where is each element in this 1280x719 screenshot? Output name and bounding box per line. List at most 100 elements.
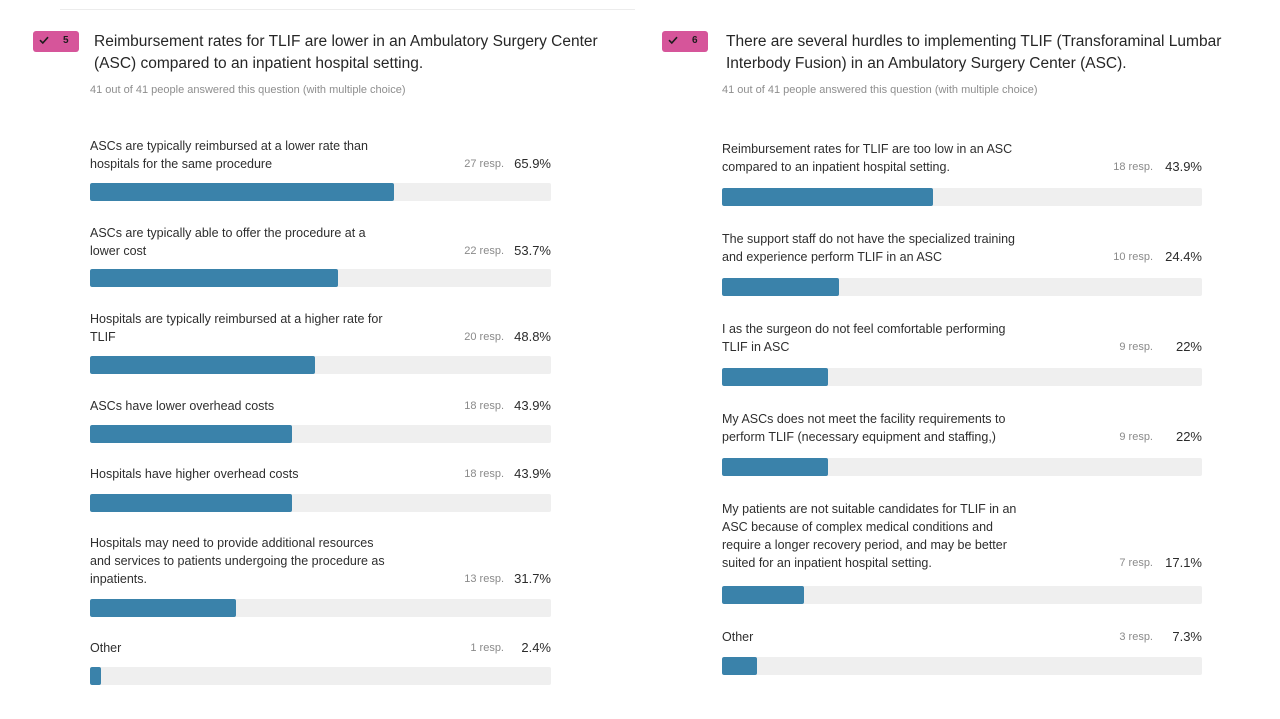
question-6-panel: 6 There are several hurdles to implement… (640, 0, 1280, 719)
progress-bar-track (722, 188, 1202, 206)
progress-bar-fill (722, 368, 828, 386)
option-label-line: Reimbursement rates for TLIF are too low… (722, 142, 1013, 156)
progress-bar-fill (722, 586, 805, 604)
option-label: Reimbursement rates for TLIF are too low… (722, 140, 1062, 176)
option-label-line: ASCs are typically reimbursed at a lower… (90, 139, 368, 153)
divider (60, 9, 635, 10)
progress-bar-track (722, 368, 1202, 386)
option-label: ASCs are typically able to offer the pro… (90, 224, 430, 260)
progress-bar-track (90, 667, 551, 685)
question-number-badge: 6 (662, 31, 708, 52)
response-percentage: 31.7% (514, 571, 551, 586)
progress-bar-fill (90, 356, 315, 374)
option-label-line: The support staff do not have the specia… (722, 232, 1016, 246)
progress-bar-fill (722, 278, 840, 296)
progress-bar-track (90, 356, 551, 374)
progress-bar-track (722, 278, 1202, 296)
option-label-line: My patients are not suitable candidates … (722, 502, 1017, 516)
response-percentage: 43.9% (514, 398, 551, 413)
option-label: Hospitals are typically reimbursed at a … (90, 310, 430, 346)
response-percentage: 2.4% (521, 640, 551, 655)
response-count: 9 resp. (1119, 431, 1153, 443)
option-label-line: TLIF (90, 330, 116, 344)
option-label: Hospitals may need to provide additional… (90, 534, 430, 588)
check-icon (39, 36, 49, 45)
option-label: ASCs are typically reimbursed at a lower… (90, 137, 430, 173)
question-number: 6 (692, 35, 698, 46)
option-label-line: Hospitals may need to provide additional… (90, 536, 374, 550)
option-label-line: and services to patients undergoing the … (90, 554, 385, 568)
question-5-panel: 5 Reimbursement rates for TLIF are lower… (33, 9, 635, 685)
option-label-line: TLIF in ASC (722, 340, 790, 354)
question-title: Reimbursement rates for TLIF are lower i… (94, 31, 634, 75)
question-title-line: (ASC) compared to an inpatient hospital … (94, 55, 424, 72)
progress-bar-track (722, 458, 1202, 476)
option-label-line: require a longer recovery period, and ma… (722, 538, 1007, 552)
answered-count: 41 out of 41 people answered this questi… (722, 84, 1038, 96)
progress-bar-track (90, 599, 551, 617)
response-count: 18 resp. (464, 468, 504, 480)
option-label-line: suited for an inpatient hospital setting… (722, 556, 932, 570)
option-label: The support staff do not have the specia… (722, 230, 1062, 266)
option-label-line: perform TLIF (necessary equipment and st… (722, 430, 996, 444)
option-label-line: Other (90, 641, 122, 655)
progress-bar-track (90, 183, 551, 201)
progress-bar-fill (90, 599, 237, 617)
progress-bar-track (722, 586, 1202, 604)
progress-bar-fill (90, 425, 293, 443)
question-title-line: Interbody Fusion) in an Ambulatory Surge… (726, 55, 1127, 72)
response-percentage: 43.9% (514, 466, 551, 481)
response-percentage: 17.1% (1165, 555, 1202, 570)
response-count: 9 resp. (1119, 341, 1153, 353)
response-count: 20 resp. (464, 331, 504, 343)
option-label: I as the surgeon do not feel comfortable… (722, 320, 1062, 356)
response-percentage: 53.7% (514, 243, 551, 258)
option-label-line: compared to an inpatient hospital settin… (722, 160, 950, 174)
response-count: 1 resp. (470, 642, 504, 654)
option-label: Other (90, 639, 430, 657)
progress-bar-fill (90, 667, 102, 685)
option-label-line: Hospitals are typically reimbursed at a … (90, 312, 383, 326)
option-label-line: inpatients. (90, 572, 147, 586)
progress-bar-fill (722, 458, 828, 476)
response-count: 18 resp. (464, 400, 504, 412)
option-label-line: My ASCs does not meet the facility requi… (722, 412, 1006, 426)
response-count: 27 resp. (464, 158, 504, 170)
response-count: 18 resp. (1113, 161, 1153, 173)
option-label: My ASCs does not meet the facility requi… (722, 410, 1062, 446)
progress-bar-track (90, 425, 551, 443)
question-title: There are several hurdles to implementin… (726, 31, 1276, 75)
option-label-line: ASCs have lower overhead costs (90, 399, 275, 413)
option-label-line: I as the surgeon do not feel comfortable… (722, 322, 1006, 336)
option-label: ASCs have lower overhead costs (90, 397, 430, 415)
option-label: Hospitals have higher overhead costs (90, 465, 430, 483)
progress-bar-fill (90, 269, 338, 287)
check-icon (668, 36, 678, 45)
progress-bar-fill (722, 657, 758, 675)
response-percentage: 65.9% (514, 156, 551, 171)
question-number-badge: 5 (33, 31, 79, 52)
question-number: 5 (63, 35, 69, 46)
option-label-line: and experience perform TLIF in an ASC (722, 250, 943, 264)
response-count: 10 resp. (1113, 251, 1153, 263)
option-label-line: lower cost (90, 244, 147, 258)
option-label-line: ASCs are typically able to offer the pro… (90, 226, 366, 240)
response-count: 13 resp. (464, 573, 504, 585)
progress-bar-fill (90, 494, 293, 512)
progress-bar-track (722, 657, 1202, 675)
option-label: Other (722, 628, 1062, 646)
response-percentage: 22% (1175, 429, 1202, 444)
response-percentage: 7.3% (1172, 629, 1202, 644)
response-percentage: 24.4% (1165, 249, 1202, 264)
answered-count: 41 out of 41 people answered this questi… (90, 84, 406, 96)
response-percentage: 22% (1175, 339, 1202, 354)
question-title-line: Reimbursement rates for TLIF are lower i… (94, 33, 598, 50)
response-count: 22 resp. (464, 245, 504, 257)
progress-bar-fill (722, 188, 933, 206)
option-label-line: ASC because of complex medical condition… (722, 520, 993, 534)
response-percentage: 48.8% (514, 329, 551, 344)
response-count: 3 resp. (1119, 631, 1153, 643)
option-label-line: hospitals for the same procedure (90, 157, 273, 171)
option-label-line: Hospitals have higher overhead costs (90, 467, 299, 481)
progress-bar-fill (90, 183, 394, 201)
